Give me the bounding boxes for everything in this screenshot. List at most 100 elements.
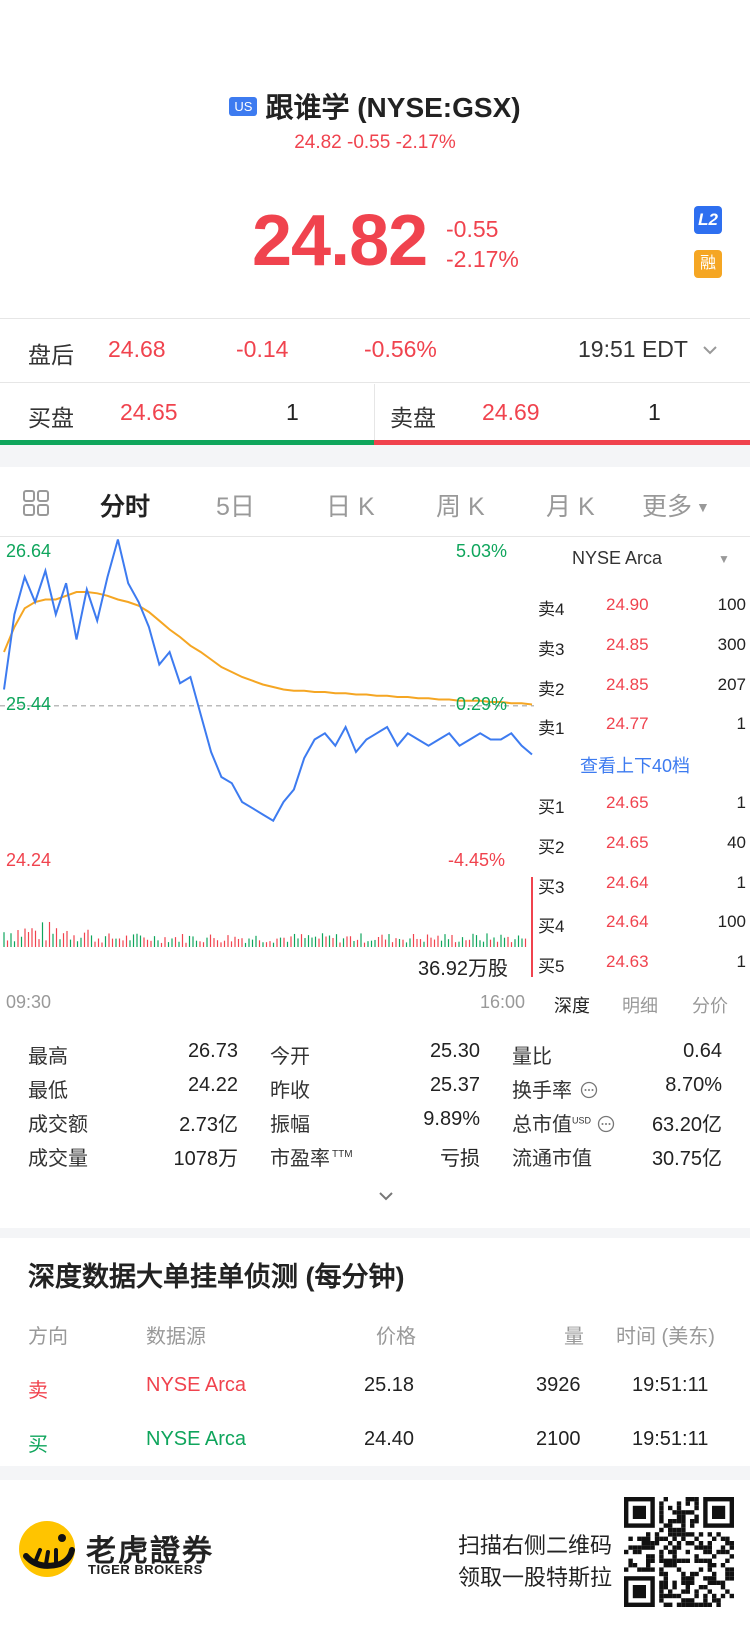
qr-module — [668, 1523, 673, 1528]
order-book-exchange[interactable]: NYSE Arca — [572, 548, 663, 568]
qr-module — [659, 1593, 664, 1599]
bid-level-price: 24.64 — [606, 912, 649, 931]
qr-module — [685, 1541, 690, 1546]
bid-level-qty: 1 — [736, 793, 746, 812]
qr-module — [690, 1580, 695, 1585]
chevron-down-icon[interactable] — [702, 344, 718, 356]
qr-module — [676, 1567, 682, 1572]
l2-badge[interactable]: L2 — [694, 206, 722, 234]
qr-module — [703, 1558, 708, 1563]
qr-module — [681, 1598, 686, 1603]
qr-module — [707, 1558, 712, 1563]
qr-module — [659, 1571, 664, 1577]
view-40-levels-link[interactable]: 查看上下40档 — [580, 756, 691, 776]
qr-module — [694, 1602, 699, 1607]
qr-module — [716, 1532, 721, 1537]
qr-module — [663, 1523, 668, 1528]
qr-module — [624, 1549, 629, 1555]
qr-module — [681, 1514, 686, 1519]
caret-down-icon[interactable]: ▼ — [718, 552, 730, 566]
qr-module — [663, 1497, 668, 1502]
qr-module — [685, 1532, 690, 1537]
order-qty: 3926 — [536, 1374, 581, 1396]
stat-value: 24.22 — [187, 1074, 238, 1096]
stat-value: 2.73亿 — [179, 1114, 238, 1136]
qr-module — [707, 1563, 712, 1568]
tab-monthly-k[interactable]: 月 K — [546, 493, 595, 521]
stat-value: 8.70% — [665, 1074, 722, 1096]
stat-label: 振幅 — [270, 1114, 310, 1136]
qr-module — [685, 1598, 690, 1603]
qr-module — [703, 1593, 708, 1599]
expand-chevron-icon[interactable] — [378, 1188, 394, 1204]
qr-module — [637, 1549, 642, 1555]
caret-down-icon: ▼ — [696, 499, 710, 515]
grid-layout-icon[interactable] — [22, 489, 50, 517]
qr-module — [672, 1580, 677, 1585]
tab-daily-k[interactable]: 日 K — [326, 493, 375, 521]
qr-module — [641, 1541, 646, 1546]
bid-level-label: 买2 — [538, 838, 565, 857]
bid-level-label: 买1 — [538, 798, 565, 817]
stat-amplitude: 振幅 9.89% — [270, 1108, 480, 1142]
order-price: 24.40 — [364, 1428, 415, 1450]
qr-module — [659, 1585, 664, 1590]
stock-name: 跟谁学 (NYSE:GSX) — [265, 92, 521, 123]
margin-badge[interactable]: 融 — [694, 250, 722, 278]
section-gap — [0, 1228, 750, 1238]
qr-module — [668, 1549, 673, 1555]
volume-bars — [3, 921, 527, 947]
qr-module — [694, 1501, 699, 1506]
stat-value: 30.75亿 — [651, 1148, 722, 1170]
tab-5day[interactable]: 5日 — [216, 493, 255, 521]
promo-line-2: 领取一股特斯拉 — [458, 1565, 613, 1590]
qr-module — [707, 1532, 712, 1537]
tab-more[interactable]: 更多 ▼ — [642, 487, 710, 523]
ask-level-3: 卖3 24.85 300 — [538, 635, 750, 665]
tab-depth[interactable]: 深度 — [554, 996, 590, 1016]
qr-module — [690, 1497, 695, 1502]
after-hours-change: -0.14 — [236, 336, 289, 362]
ask-price: 24.69 — [482, 399, 540, 425]
tab-more-label: 更多 — [642, 493, 693, 521]
qr-module — [668, 1532, 673, 1537]
after-hours-price: 24.68 — [108, 336, 166, 362]
qr-module — [681, 1536, 686, 1541]
qr-module — [703, 1585, 708, 1590]
qr-module — [668, 1589, 673, 1594]
qr-module — [725, 1589, 730, 1594]
order-side: 卖 — [28, 1380, 48, 1402]
qr-code[interactable] — [624, 1497, 734, 1607]
qr-module — [703, 1602, 708, 1607]
qr-module — [628, 1558, 633, 1563]
tab-price-distribution[interactable]: 分价 — [692, 996, 728, 1016]
qr-module — [707, 1589, 712, 1594]
qr-module — [641, 1545, 646, 1550]
more-info-icon[interactable] — [597, 1115, 615, 1133]
tab-intraday[interactable]: 分时 — [100, 493, 151, 521]
qr-module — [690, 1519, 695, 1524]
qr-module — [676, 1545, 682, 1550]
ask-level-label: 卖2 — [538, 680, 565, 699]
intraday-chart[interactable] — [0, 537, 534, 987]
qr-module — [646, 1567, 651, 1572]
time-start: 09:30 — [6, 992, 52, 1012]
time-end: 16:00 — [480, 992, 526, 1012]
qr-module — [663, 1545, 668, 1550]
qr-module — [654, 1536, 660, 1541]
tab-details[interactable]: 明细 — [622, 996, 658, 1016]
qr-module — [694, 1536, 699, 1541]
stat-prev-close: 昨收 25.37 — [270, 1074, 480, 1108]
qr-module — [698, 1541, 704, 1546]
qr-module — [654, 1541, 660, 1546]
qr-module — [646, 1554, 651, 1559]
qr-module — [685, 1589, 690, 1594]
qr-module — [712, 1576, 717, 1581]
more-info-icon[interactable] — [580, 1081, 598, 1099]
qr-module — [637, 1567, 642, 1572]
bid-level-4: 买4 24.64 100 — [538, 912, 750, 942]
qr-module — [650, 1567, 655, 1572]
tab-weekly-k[interactable]: 周 K — [436, 493, 485, 521]
stat-label: 量比 — [512, 1046, 552, 1068]
after-hours-row[interactable]: 盘后 24.68 -0.14 -0.56% 19:51 EDT — [0, 320, 750, 382]
